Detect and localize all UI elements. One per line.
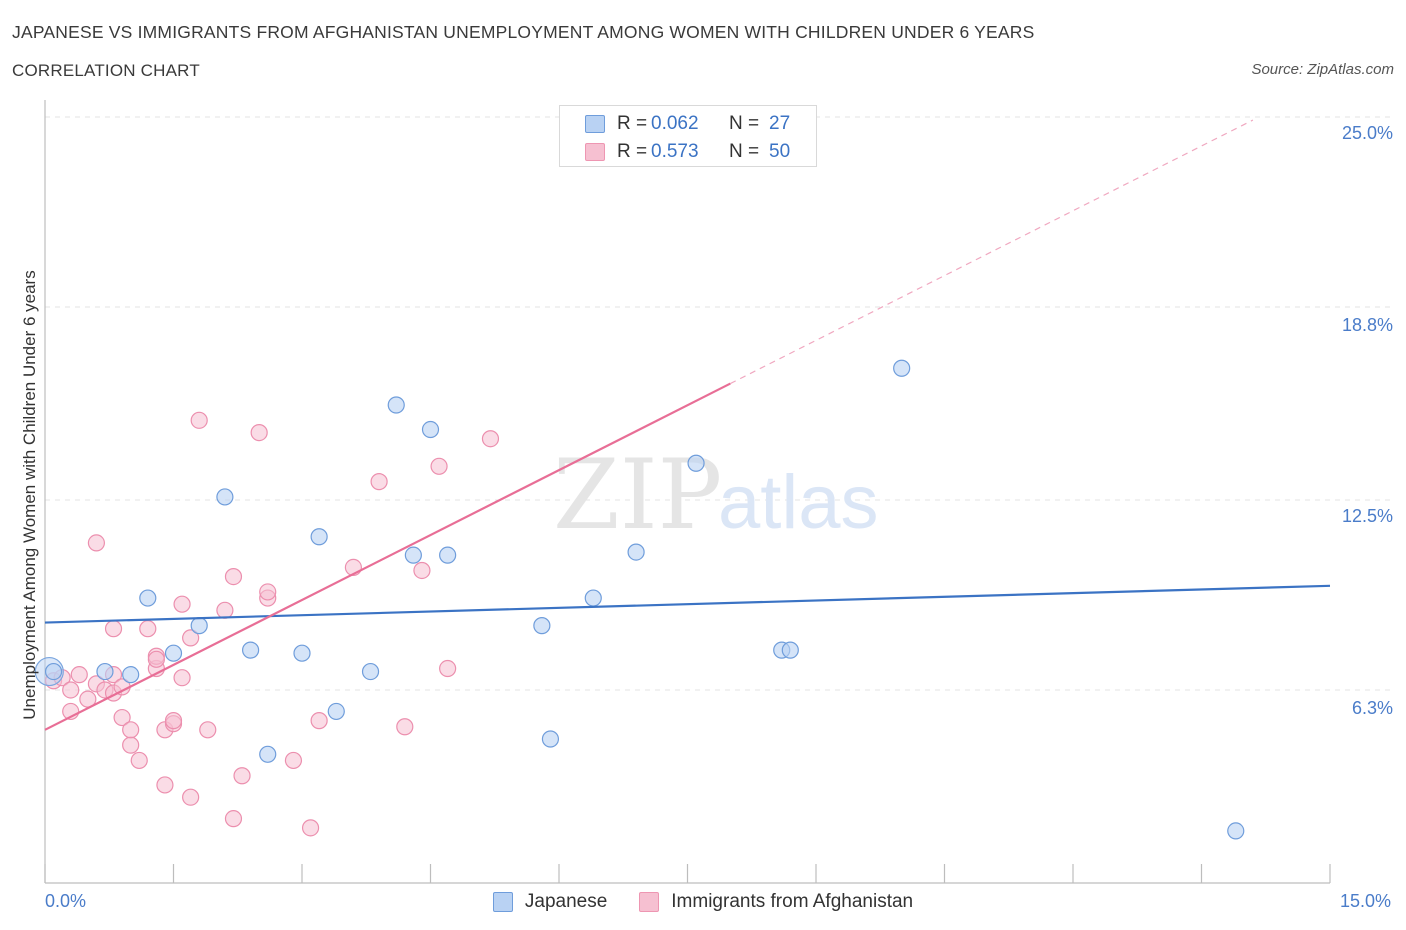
afghan-point — [182, 629, 200, 647]
japanese-point — [96, 662, 114, 681]
n-label: N = — [729, 113, 760, 134]
legend-item-afghan: Immigrants from Afghanistan — [639, 891, 913, 913]
afghan-point — [216, 601, 234, 619]
r-label: R = — [617, 141, 648, 162]
afghan-point — [224, 810, 243, 828]
afghan-point — [233, 767, 251, 785]
afghan-point — [396, 718, 414, 736]
afghan-point — [70, 666, 88, 684]
afghan-legend-label: Immigrants from Afghanistan — [671, 891, 914, 912]
japanese-point — [387, 396, 405, 414]
trend-lines — [44, 119, 1331, 731]
afghan-point — [130, 751, 148, 770]
n-label: N = — [729, 141, 760, 162]
afghan-point — [250, 423, 268, 442]
y-tick-label: 12.5% — [1341, 506, 1393, 526]
afghan-point — [113, 708, 131, 727]
y-tick-label: 25.0% — [1341, 123, 1393, 143]
japanese-point — [584, 589, 602, 607]
japanese-point — [327, 702, 345, 721]
n-value-japanese: 27 — [769, 113, 791, 134]
japanese-point — [44, 662, 63, 681]
afghan-point — [156, 776, 174, 794]
japanese-point — [190, 617, 208, 635]
japanese-point — [310, 528, 328, 546]
japanese-point — [439, 546, 457, 564]
afghan-trend-extension — [730, 119, 1254, 385]
afghan-point — [173, 595, 191, 613]
afghan-point — [104, 620, 123, 638]
japanese-point — [361, 662, 380, 681]
japanese-point — [687, 454, 705, 472]
r-value-afghan: 0.573 — [651, 141, 699, 162]
x-tick-label-max: 15.0% — [1340, 891, 1392, 911]
afghan-point — [310, 712, 328, 730]
chart-subtitle: CORRELATION CHART — [12, 61, 200, 80]
afghan-point — [224, 567, 243, 586]
afghan-point — [413, 561, 431, 580]
afghan-point — [122, 736, 140, 754]
n-value-afghan: 50 — [769, 141, 791, 162]
afghan-point — [430, 457, 448, 475]
japanese-trend-line — [44, 584, 1331, 624]
japanese-legend-label: Japanese — [524, 891, 608, 912]
japanese-point — [1227, 822, 1245, 840]
afghan-points — [44, 132, 748, 837]
japanese-point — [259, 745, 277, 763]
axes — [44, 100, 1331, 884]
afghan-point — [199, 721, 217, 739]
afghan-point — [259, 583, 277, 601]
legend-item-japanese: Japanese — [492, 891, 608, 913]
japanese-point — [533, 617, 551, 635]
japanese-point — [627, 543, 645, 561]
x-tick-label-min: 0.0% — [45, 891, 87, 911]
afghan-trend-line — [44, 382, 731, 731]
watermark-atlas: atlas — [718, 460, 879, 545]
japanese-point — [293, 644, 311, 662]
japanese-point — [122, 666, 140, 684]
afghan-point — [190, 411, 208, 429]
legend-row-japanese: R = 0.062 N = 27 — [560, 110, 790, 138]
chart-title: JAPANESE VS IMMIGRANTS FROM AFGHANISTAN … — [12, 22, 1035, 42]
japanese-point — [421, 420, 440, 439]
japanese-point — [404, 546, 422, 564]
y-tick-label: 18.8% — [1341, 315, 1393, 335]
afghan-point — [139, 620, 157, 638]
afghan-legend-swatch — [639, 892, 660, 912]
japanese-legend-swatch — [492, 892, 513, 912]
afghan-point — [164, 712, 183, 730]
r-value-japanese: 0.062 — [651, 113, 699, 134]
japanese-points — [34, 359, 1245, 840]
series-legend: Japanese Immigrants from Afghanistan — [0, 889, 1406, 915]
japanese-point — [164, 644, 183, 662]
japanese-point — [781, 641, 799, 659]
afghan-point — [439, 659, 457, 678]
afghan-point — [87, 534, 106, 552]
afghan-point — [147, 650, 165, 668]
japanese-point — [893, 359, 911, 377]
afghan-point — [62, 681, 80, 699]
source-label: Source: ZipAtlas.com — [1251, 61, 1394, 78]
japanese-point — [216, 488, 234, 506]
afghan-point — [173, 669, 191, 687]
afghan-point — [370, 473, 388, 491]
afghan-swatch — [585, 143, 605, 161]
afghan-point — [122, 721, 140, 739]
afghan-point — [182, 788, 200, 806]
watermark: ZIP atlas — [553, 439, 879, 551]
afghan-point — [481, 430, 500, 448]
r-label: R = — [617, 113, 648, 134]
japanese-swatch — [585, 115, 605, 133]
afghan-point — [284, 751, 303, 770]
y-axis-label: Unemployment Among Women with Children U… — [20, 270, 39, 720]
japanese-point — [139, 589, 157, 607]
correlation-legend: R = 0.062 N = 27 R = 0.573 N = 50 — [559, 105, 817, 167]
japanese-point — [541, 730, 560, 748]
japanese-point — [242, 641, 260, 659]
legend-row-afghan: R = 0.573 N = 50 — [560, 138, 790, 166]
afghan-point — [301, 819, 320, 837]
y-tick-label: 6.3% — [1351, 698, 1393, 718]
